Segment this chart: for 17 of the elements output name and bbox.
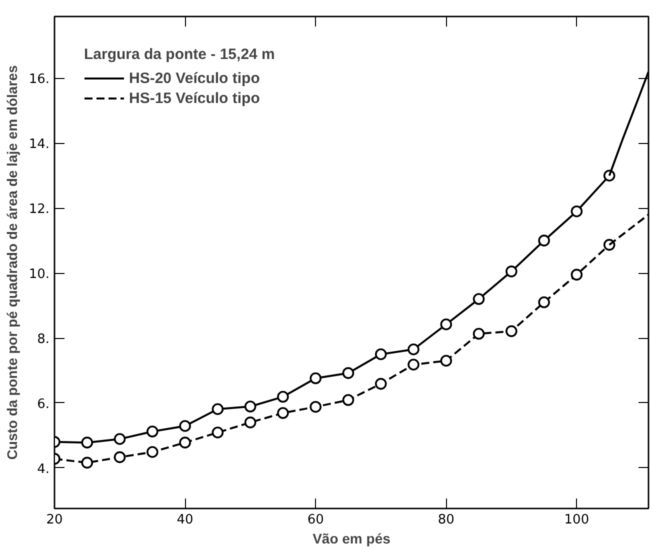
y-axis-title: Custo da ponte por pé quadrado de área de laje em dólares <box>4 65 20 460</box>
x-axis-title: Vão em pés <box>312 530 391 546</box>
x-tick-label: 80 <box>438 512 454 528</box>
y-tick-label: 14. <box>28 137 50 152</box>
x-tick-label: 20 <box>46 512 63 528</box>
y-tick-label: 12. <box>28 202 50 218</box>
legend-title: Largura da ponte - 15,24 m <box>84 46 275 63</box>
y-tick-label: 16. <box>28 72 50 88</box>
y-tick-label: 8. <box>37 332 50 348</box>
y-tick-label: 6. <box>37 396 50 412</box>
legend-label: HS-20 Veículo tipo <box>129 70 260 86</box>
legend-label: HS-15 Veículo tipo <box>129 90 260 106</box>
x-tick-label: 60 <box>307 512 324 528</box>
x-tick-label: 100 <box>564 512 590 528</box>
y-tick-label: 4. <box>37 462 50 477</box>
x-tick-label: 40 <box>176 512 194 528</box>
y-tick-label: 10. <box>28 267 50 282</box>
